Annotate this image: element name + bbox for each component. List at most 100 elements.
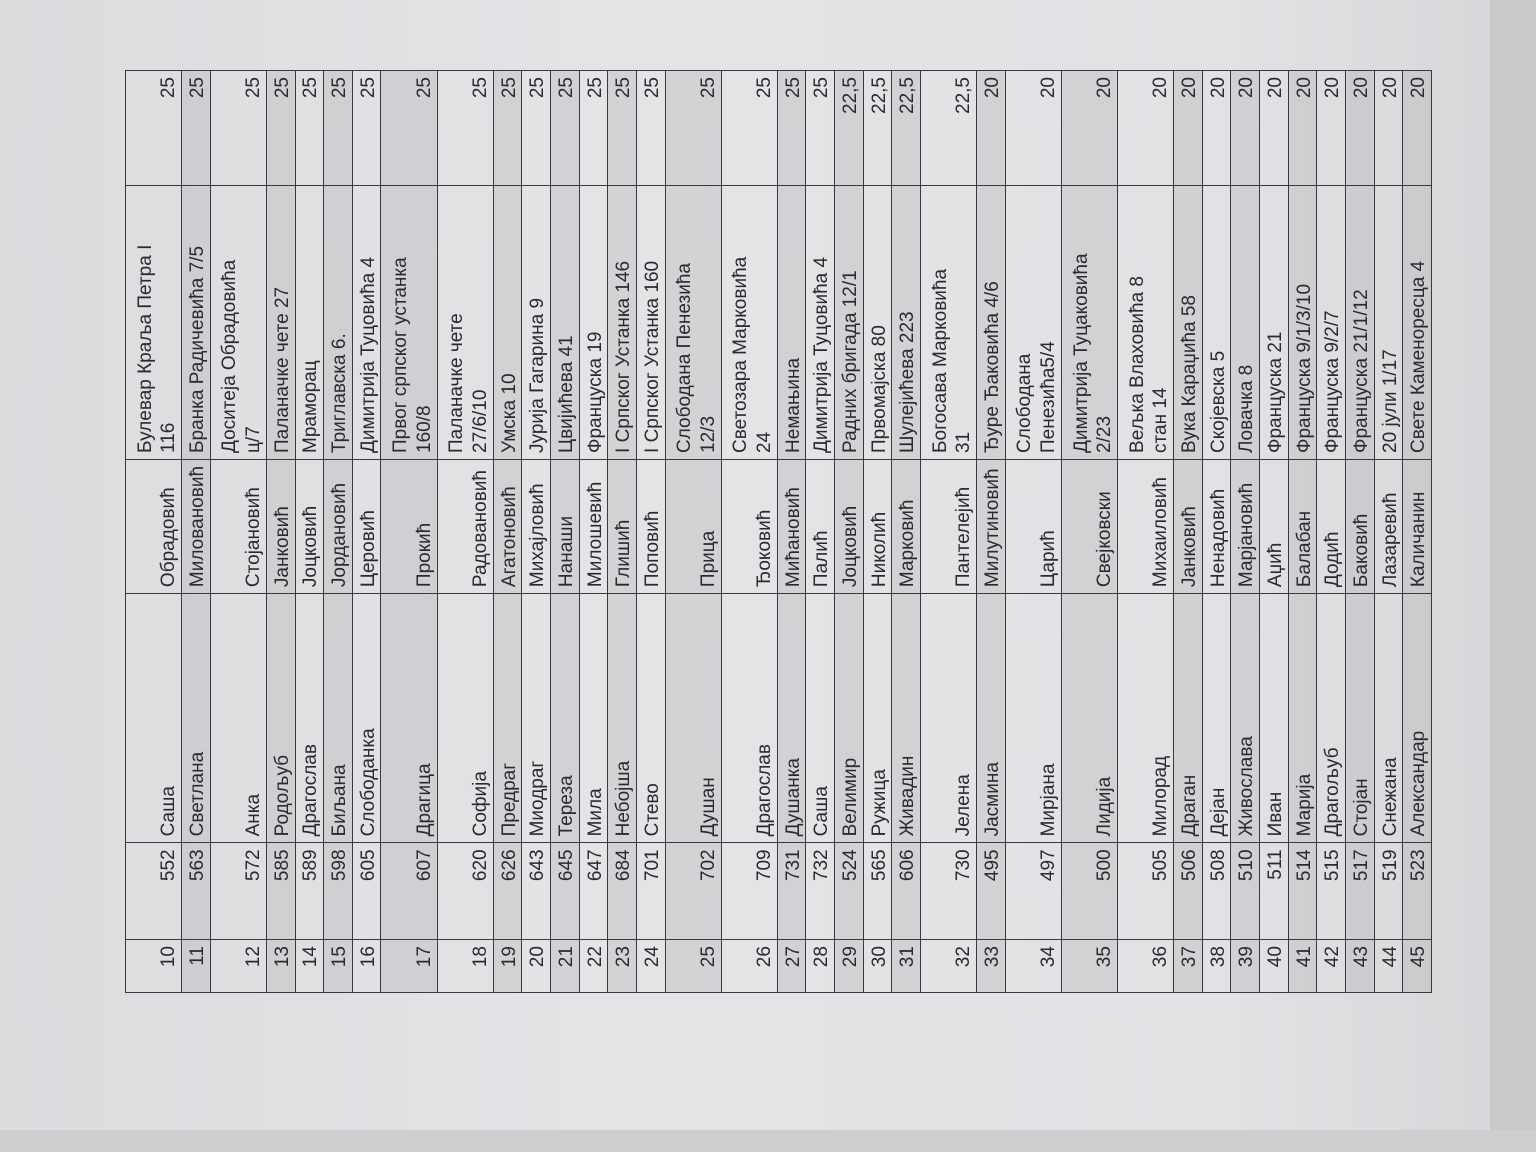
- first-name-cell: Стево: [636, 593, 666, 843]
- amount-cell: 25: [636, 70, 666, 186]
- first-name-cell: Софија: [437, 593, 494, 843]
- first-name-cell: Слободанка: [352, 593, 381, 843]
- row-number-cell: 32: [920, 939, 977, 993]
- id-cell: 552: [125, 842, 182, 940]
- row-number-cell: 39: [1230, 939, 1260, 993]
- row-number-cell: 43: [1345, 939, 1375, 993]
- address-cell: Триглавска 6.: [323, 185, 353, 460]
- last-name-cell: Николић: [863, 459, 892, 594]
- address-cell: Доситеја Обрадовића ц/7: [210, 185, 267, 460]
- amount-cell: 20: [1173, 70, 1203, 186]
- address-cell: I Српског Устанка 146: [607, 185, 637, 460]
- first-name-cell: Анка: [210, 593, 267, 843]
- first-name-cell: Душан: [665, 593, 722, 843]
- table-row: 34 497 Мирјана Царић Слободана Пенезића5/4 20: [1005, 70, 1062, 993]
- last-name-cell: Царић: [1005, 459, 1062, 594]
- row-number-cell: 29: [834, 939, 864, 993]
- first-name-cell: Ружица: [863, 593, 892, 843]
- last-name-cell: Палић: [805, 459, 835, 594]
- row-number-cell: 42: [1316, 939, 1346, 993]
- table-row: 23 684 Небојша Глишић I Српског Устанка 146 2…: [607, 70, 637, 993]
- first-name-cell: Предраг: [493, 593, 522, 843]
- amount-cell: 20: [1202, 70, 1231, 186]
- first-name-cell: Биљана: [323, 593, 353, 843]
- last-name-cell: Миловановић: [181, 459, 211, 594]
- id-cell: 684: [607, 842, 637, 940]
- address-cell: Димитрија Туцовића 4: [352, 185, 381, 460]
- row-number-cell: 31: [891, 939, 921, 993]
- address-cell: Ловачка 8: [1230, 185, 1260, 460]
- table-row: 22 647 Мила Милошевић Француска 19 25: [579, 70, 608, 993]
- id-cell: 598: [323, 842, 353, 940]
- last-name-cell: Милошевић: [579, 459, 608, 594]
- id-cell: 730: [920, 842, 977, 940]
- last-name-cell: Ђоковић: [721, 459, 778, 594]
- table-row: 31 606 Живадин Марковић Шулејићева 223 22,5: [891, 70, 921, 993]
- last-name-cell: Балабан: [1288, 459, 1317, 594]
- id-cell: 589: [295, 842, 324, 940]
- last-name-cell: Михаиловић: [1117, 459, 1174, 594]
- row-number-cell: 23: [607, 939, 637, 993]
- id-cell: 517: [1345, 842, 1375, 940]
- first-name-cell: Лидија: [1061, 593, 1118, 843]
- amount-cell: 22,5: [863, 70, 892, 186]
- table-body: 10 552 Саша Обрадовић Булевар Краља Петра I …: [125, 70, 1432, 993]
- table-row: 45 523 Александар Каличанин Свете Каменоресц…: [1402, 70, 1432, 993]
- amount-cell: 20: [1117, 70, 1174, 186]
- table-row: 42 515 Драгољуб Додић Француска 9/2/7 20: [1316, 70, 1346, 993]
- id-cell: 645: [550, 842, 580, 940]
- address-cell: Француска 19: [579, 185, 608, 460]
- row-number-cell: 17: [380, 939, 438, 993]
- amount-cell: 25: [665, 70, 722, 186]
- amount-cell: 20: [1402, 70, 1432, 186]
- id-cell: 563: [181, 842, 211, 940]
- first-name-cell: Небојша: [607, 593, 637, 843]
- row-number-cell: 26: [721, 939, 778, 993]
- address-cell: Првог српског устанка 160/8: [380, 185, 438, 460]
- background-surface-bottom: [0, 1130, 1536, 1152]
- first-name-cell: Јасмина: [976, 593, 1006, 843]
- table-row: 32 730 Јелена Пантелејић Богосава Марковића …: [920, 70, 977, 993]
- amount-cell: 25: [181, 70, 211, 186]
- table-row: 11 563 Светлана Миловановић Бранка Радичевић…: [181, 70, 211, 993]
- table-row: 10 552 Саша Обрадовић Булевар Краља Петра I …: [125, 70, 182, 993]
- table-row: 17 607 Драгица Прокић Првог српског устанка …: [380, 70, 438, 993]
- row-number-cell: 10: [125, 939, 182, 993]
- row-number-cell: 15: [323, 939, 353, 993]
- amount-cell: 25: [550, 70, 580, 186]
- table-row: 44 519 Снежана Лазаревић 20 јули 1/17 20: [1374, 70, 1403, 993]
- id-cell: 731: [777, 842, 806, 940]
- table-row: 18 620 Софија Радовановић Паланачке чете 27/…: [437, 70, 494, 993]
- address-cell: Француска 9/2/7: [1316, 185, 1346, 460]
- amount-cell: 25: [125, 70, 182, 186]
- row-number-cell: 16: [352, 939, 381, 993]
- table-row: 33 495 Јасмина Милутиновић Ђуре Ђаковића 4/6…: [976, 70, 1006, 993]
- table-row: 28 732 Саша Палић Димитрија Туцовића 4 25: [805, 70, 835, 993]
- table-row: 35 500 Лидија Свејковски Димитрија Туцаковић…: [1061, 70, 1118, 993]
- amount-cell: 20: [1374, 70, 1403, 186]
- first-name-cell: Живадин: [891, 593, 921, 843]
- table-row: 39 510 Живослава Марјановић Ловачка 8 20: [1230, 70, 1260, 993]
- first-name-cell: Драгољуб: [1316, 593, 1346, 843]
- table-row: 12 572 Анка Стојановић Доситеја Обрадовића ц…: [210, 70, 267, 993]
- id-cell: 606: [891, 842, 921, 940]
- row-number-cell: 21: [550, 939, 580, 993]
- row-number-cell: 35: [1061, 939, 1118, 993]
- first-name-cell: Драгослав: [721, 593, 778, 843]
- last-name-cell: Милутиновић: [976, 459, 1006, 594]
- address-cell: Паланачке чете 27/6/10: [437, 185, 494, 460]
- row-number-cell: 24: [636, 939, 666, 993]
- first-name-cell: Милорад: [1117, 593, 1174, 843]
- id-cell: 510: [1230, 842, 1260, 940]
- amount-cell: 25: [352, 70, 381, 186]
- first-name-cell: Родољуб: [266, 593, 296, 843]
- row-number-cell: 22: [579, 939, 608, 993]
- row-number-cell: 30: [863, 939, 892, 993]
- first-name-cell: Александар: [1402, 593, 1432, 843]
- table-row: 29 524 Велимир Јоцковић Радних бригада 12/1 2…: [834, 70, 864, 993]
- last-name-cell: Прокић: [380, 459, 438, 594]
- id-cell: 505: [1117, 842, 1174, 940]
- row-number-cell: 45: [1402, 939, 1432, 993]
- amount-cell: 22,5: [920, 70, 977, 186]
